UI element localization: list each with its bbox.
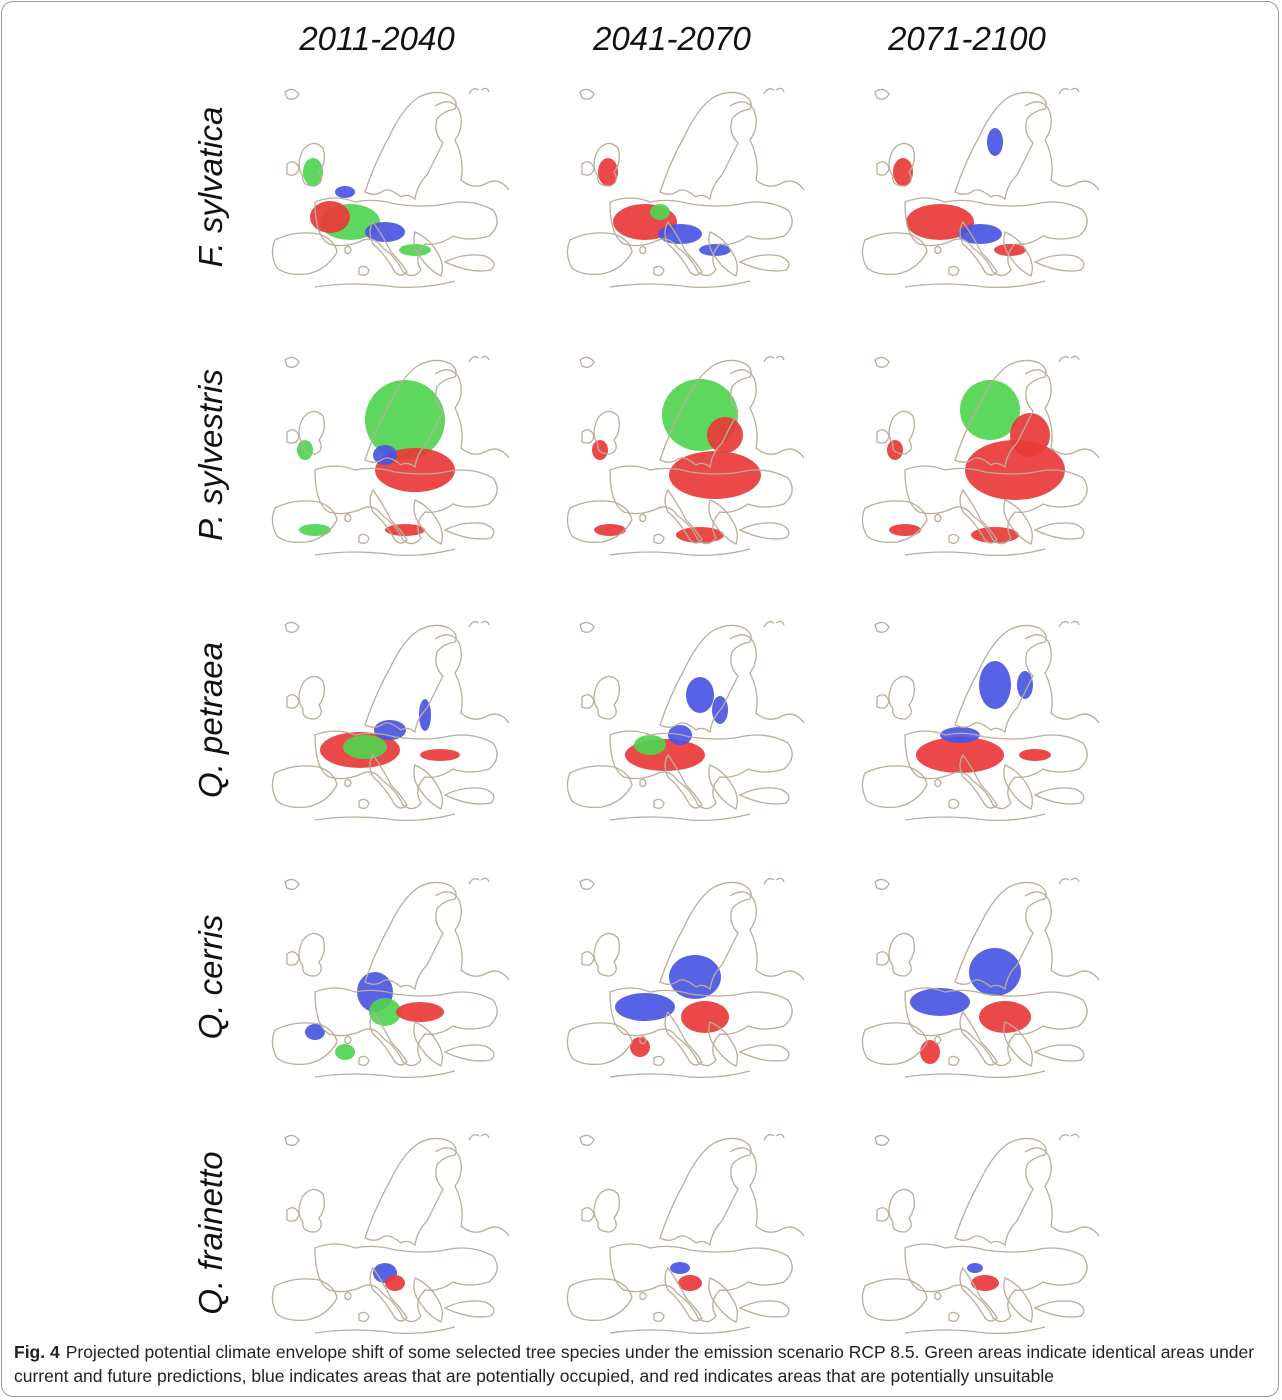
distribution-area (297, 440, 313, 460)
map-panel (566, 877, 805, 1079)
europe-outline (566, 87, 805, 289)
distribution-area (594, 524, 626, 536)
map-panel (271, 355, 510, 557)
row-label: Q. petraea (192, 642, 229, 798)
distribution-area (1010, 413, 1050, 457)
map-panel (271, 620, 510, 822)
column-header: 2011-2040 (298, 20, 455, 57)
map-panel (271, 87, 510, 289)
row-label: F. sylvatica (192, 107, 229, 268)
column-header: 2041-2070 (592, 20, 751, 57)
distribution-area (634, 735, 666, 755)
distribution-area (707, 417, 743, 453)
distribution-area (686, 677, 714, 713)
distribution-area (893, 158, 913, 186)
europe-outline (271, 87, 510, 289)
map-panel (566, 620, 805, 822)
map-panel (566, 1133, 805, 1335)
distribution-area (987, 128, 1003, 156)
row-label: P. sylvestris (192, 369, 229, 541)
distribution-area (676, 527, 724, 543)
distribution-area (373, 445, 397, 465)
europe-outline (566, 1133, 805, 1335)
distribution-area (385, 1275, 405, 1291)
map-panel (861, 1133, 1100, 1335)
distribution-area (979, 661, 1011, 709)
distribution-area (650, 204, 670, 220)
distribution-area (369, 998, 401, 1026)
distribution-area (906, 204, 974, 240)
caption-label: Fig. 4 (14, 1342, 60, 1362)
caption-text: Projected potential climate envelope shi… (14, 1342, 1255, 1386)
distribution-area (303, 158, 323, 186)
row-label: Q. cerris (192, 915, 229, 1040)
distribution-area (335, 1044, 355, 1060)
distribution-area (598, 158, 618, 186)
distribution-area (669, 451, 761, 499)
distribution-area (979, 1001, 1031, 1033)
map-panel (271, 877, 510, 1079)
distribution-area (887, 440, 903, 460)
map-panel (861, 620, 1100, 822)
distribution-area (678, 1275, 702, 1291)
distribution-area (940, 727, 980, 743)
caption: Fig. 4 Projected potential climate envelo… (14, 1340, 1274, 1388)
distribution-area (889, 524, 921, 536)
distribution-area (343, 735, 387, 759)
distribution-area (971, 1275, 999, 1291)
distribution-area (365, 222, 405, 242)
europe-outline (861, 1133, 1100, 1335)
europe-outline (271, 877, 510, 1079)
row-label: Q. frainetto (192, 1151, 229, 1314)
distribution-area (670, 1262, 690, 1274)
map-panel (566, 87, 805, 289)
map-panel (861, 877, 1100, 1079)
map-panel (861, 355, 1100, 557)
map-panel (566, 355, 805, 557)
distribution-area (615, 993, 675, 1021)
distribution-area (969, 948, 1021, 996)
europe-outline (861, 87, 1100, 289)
distribution-area (960, 380, 1020, 440)
column-header: 2071-2100 (887, 20, 1046, 57)
distribution-area (971, 527, 1019, 543)
distribution-area (420, 749, 460, 761)
map-panel (271, 1133, 510, 1335)
distribution-area (910, 988, 970, 1016)
distribution-area (681, 1001, 729, 1033)
map-panel (861, 87, 1100, 289)
distribution-area (310, 201, 350, 233)
distribution-area (299, 524, 331, 536)
distribution-area (658, 224, 702, 244)
distribution-area (365, 380, 445, 460)
distribution-area (916, 737, 1004, 773)
distribution-area (1019, 749, 1051, 761)
distribution-area (592, 440, 608, 460)
europe-outline (271, 1133, 510, 1335)
distribution-area (958, 224, 1002, 244)
distribution-area (305, 1024, 325, 1040)
distribution-area (335, 186, 355, 198)
distribution-area (396, 1002, 444, 1022)
distribution-area (965, 440, 1065, 500)
europe-outline (861, 620, 1100, 822)
figure-grid: 2011-2040 2041-2070 2071-2100 F. sylvatica P… (192, 20, 1100, 1335)
europe-outline (566, 620, 805, 822)
distribution-area (967, 1263, 983, 1273)
distribution-area (1017, 671, 1033, 699)
